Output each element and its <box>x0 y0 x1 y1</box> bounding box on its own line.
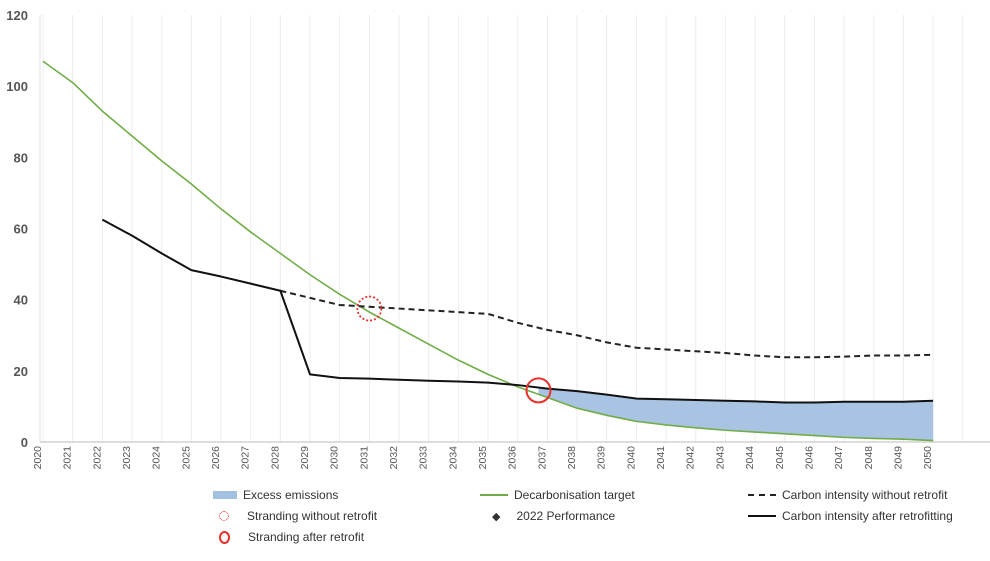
marker-stranding-after-retrofit <box>525 377 552 404</box>
x-tick-label: 2021 <box>62 446 74 470</box>
y-tick-label: 40 <box>14 293 28 308</box>
marker-stranding-without-retrofit <box>356 295 383 322</box>
legend-item-without-retrofit: Carbon intensity without retrofit <box>748 488 947 502</box>
x-tick-label: 2029 <box>299 446 311 470</box>
x-tick-label: 2039 <box>596 446 608 470</box>
x-tick-label: 2046 <box>803 446 815 470</box>
legend-swatch-line <box>748 515 776 517</box>
legend-label: Excess emissions <box>243 488 339 502</box>
legend-item-stranding-without-retrofit: Stranding without retrofit <box>219 509 377 523</box>
x-tick-label: 2036 <box>507 446 519 470</box>
y-tick-label: 0 <box>21 435 28 450</box>
excess-emissions-area <box>538 387 934 441</box>
series-decarbonisation-target <box>42 60 934 442</box>
x-tick-label: 2047 <box>833 446 845 470</box>
x-tick-label: 2035 <box>477 446 489 470</box>
legend-label: Stranding after retrofit <box>248 530 365 544</box>
circle-icon <box>219 530 230 544</box>
legend-item-after-retrofitting: Carbon intensity after retrofitting <box>748 509 953 523</box>
x-tick-label: 2033 <box>418 446 430 470</box>
legend-item-stranding-after-retrofit: Stranding after retrofit <box>219 530 364 544</box>
x-tick-label: 2044 <box>744 446 756 470</box>
x-tick-label: 2045 <box>774 446 786 470</box>
legend-label: Stranding without retrofit <box>247 509 378 523</box>
x-tick-label: 2027 <box>240 446 252 470</box>
legend-label: Carbon intensity after retrofitting <box>782 509 953 523</box>
x-tick-label: 2043 <box>714 446 726 470</box>
x-tick-label: 2037 <box>536 446 548 470</box>
diamond-icon: ◆ <box>492 510 501 523</box>
legend-item-decarbonisation-target: Decarbonisation target <box>480 488 635 502</box>
x-tick-label: 2025 <box>180 446 192 470</box>
x-tick-label: 2022 <box>91 446 103 470</box>
legend-swatch-dashed <box>748 494 776 496</box>
y-tick-label: 120 <box>6 8 28 23</box>
x-tick-label: 2042 <box>685 446 697 470</box>
legend-item-2022-performance: ◆ 2022 Performance <box>492 509 615 523</box>
x-tick-label: 2038 <box>566 446 578 470</box>
y-tick-label: 100 <box>6 79 28 94</box>
x-tick-label: 2048 <box>863 446 875 470</box>
x-tick-label: 2031 <box>358 446 370 470</box>
y-tick-label: 20 <box>14 364 28 379</box>
legend-swatch-line <box>480 494 508 496</box>
x-tick-label: 2020 <box>32 446 44 470</box>
x-tick-label: 2028 <box>269 446 281 470</box>
x-tick-label: 2034 <box>447 446 459 470</box>
legend-swatch-area <box>213 491 237 499</box>
legend-label: 2022 Performance <box>516 509 616 523</box>
x-tick-label: 2040 <box>625 446 637 470</box>
x-tick-label: 2026 <box>210 446 222 470</box>
series-carbon-intensity-without-retrofit <box>280 289 934 359</box>
x-tick-label: 2049 <box>892 446 904 470</box>
x-tick-label: 2023 <box>121 446 133 470</box>
series-carbon-intensity-after-retrofitting <box>101 218 934 404</box>
x-tick-label: 2024 <box>151 446 163 470</box>
y-tick-label: 80 <box>14 150 28 165</box>
legend-label: Decarbonisation target <box>514 488 635 502</box>
legend-item-excess-emissions: Excess emissions <box>213 488 338 502</box>
y-tick-label: 60 <box>14 222 28 237</box>
x-tick-label: 2041 <box>655 446 667 470</box>
legend-label: Carbon intensity without retrofit <box>782 488 948 502</box>
x-tick-label: 2050 <box>922 446 934 470</box>
x-tick-label: 2032 <box>388 446 400 470</box>
x-tick-label: 2030 <box>329 446 341 470</box>
dotted-circle-icon <box>219 511 229 521</box>
